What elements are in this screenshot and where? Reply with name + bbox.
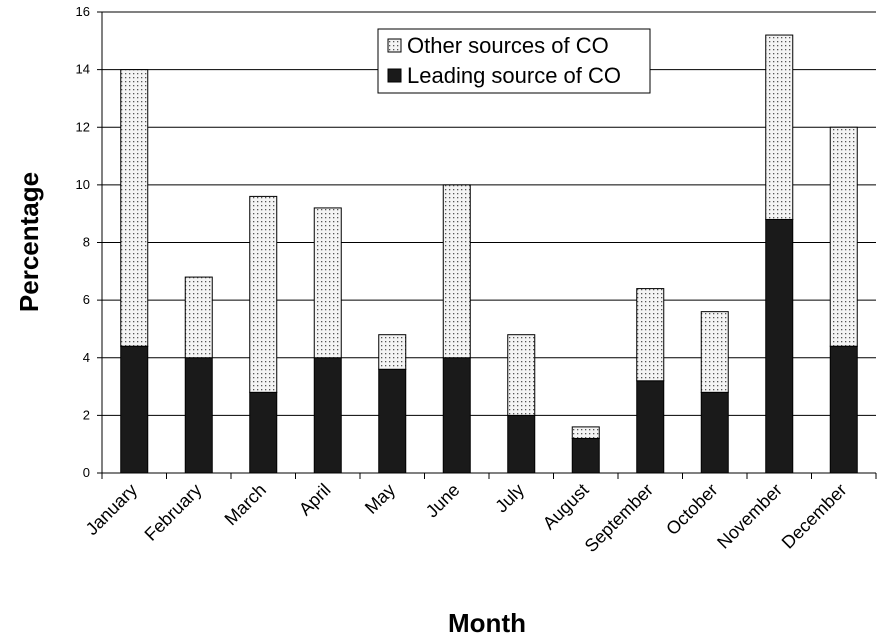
y-tick-label: 6 <box>83 292 90 307</box>
y-tick-label: 10 <box>76 177 90 192</box>
bar-leading-september <box>636 380 665 474</box>
bar-leading-july <box>507 414 536 474</box>
x-tick-label: November <box>713 480 786 553</box>
legend-entry-label: Other sources of CO <box>407 33 609 58</box>
bar-other-june <box>442 184 471 359</box>
y-tick-label: 8 <box>83 235 90 250</box>
y-tick-label: 16 <box>76 4 90 19</box>
x-tick-label: April <box>295 480 335 520</box>
bar-other-february <box>184 276 213 359</box>
x-tick-label: December <box>778 480 851 553</box>
bar-leading-april <box>313 357 342 474</box>
bar-other-may <box>378 334 407 370</box>
x-tick-label: July <box>491 480 528 517</box>
bar-leading-october <box>700 391 729 474</box>
bar-leading-november <box>765 218 794 474</box>
bar-leading-june <box>442 357 471 474</box>
bar-other-july <box>507 334 536 416</box>
x-tick-label: May <box>361 480 399 518</box>
y-axis-title: Percentage <box>14 172 44 312</box>
gridlines <box>102 11 876 416</box>
x-tick-label: September <box>581 480 657 556</box>
bar-other-november <box>765 34 794 220</box>
x-tick-label: January <box>82 480 141 539</box>
legend-swatch-leading <box>387 68 402 83</box>
x-axis-title: Month <box>448 608 526 638</box>
bar-other-august <box>571 426 600 439</box>
y-tick-label: 4 <box>83 350 90 365</box>
bar-leading-february <box>184 357 213 474</box>
bar-leading-august <box>571 437 600 474</box>
bar-other-september <box>636 288 665 382</box>
bars <box>120 34 858 474</box>
legend-entry-label: Leading source of CO <box>407 63 621 88</box>
bar-leading-march <box>249 391 278 474</box>
bar-other-january <box>120 69 149 347</box>
legend-box <box>377 28 651 94</box>
x-tick-label: March <box>221 480 271 530</box>
x-tick-label: August <box>539 480 593 534</box>
bar-leading-may <box>378 368 407 474</box>
bar-leading-january <box>120 345 149 474</box>
legend-swatch-other <box>387 38 402 53</box>
bar-leading-december <box>829 345 858 474</box>
y-tick-label: 12 <box>76 119 90 134</box>
bar-other-october <box>700 311 729 393</box>
y-tick-label: 2 <box>83 407 90 422</box>
y-tick-label: 14 <box>76 62 90 77</box>
x-tick-label: October <box>662 480 721 539</box>
bar-other-december <box>829 126 858 347</box>
bar-other-april <box>313 207 342 359</box>
x-tick-label: February <box>141 480 206 545</box>
bar-other-march <box>249 195 278 393</box>
legend: Other sources of CO Leading source of CO <box>377 28 651 94</box>
y-tick-label: 0 <box>83 465 90 480</box>
x-tick-label: June <box>422 480 464 522</box>
